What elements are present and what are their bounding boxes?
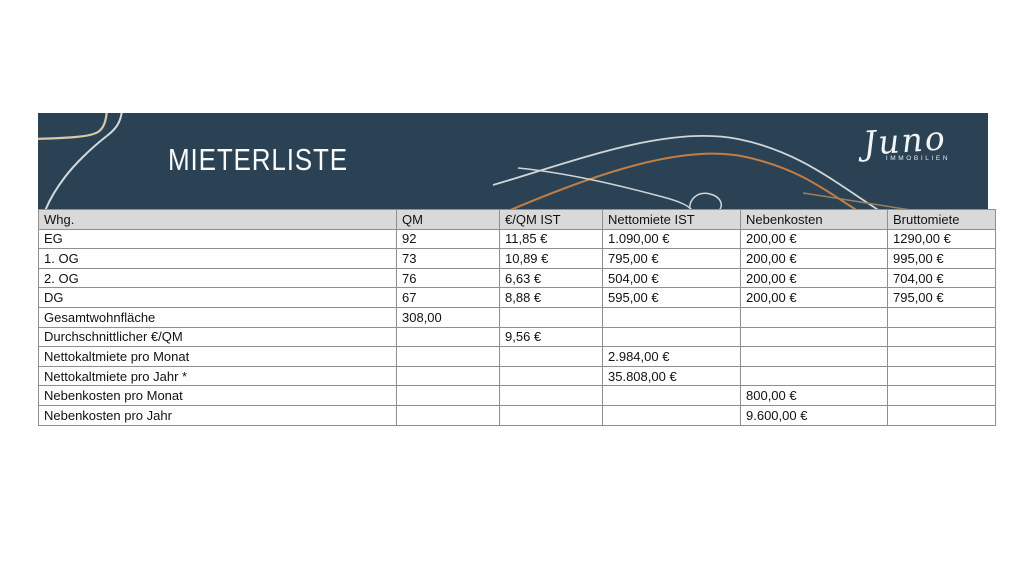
cell-label[interactable]: Nebenkosten pro Jahr (38, 404, 397, 426)
cell-label[interactable]: EG (38, 228, 397, 250)
cell-neben-jahr[interactable]: 9.600,00 € (740, 404, 888, 426)
cell-nettomiete[interactable]: 595,00 € (602, 287, 741, 308)
cell-empty[interactable] (602, 306, 741, 328)
table-row-nebenkosten-monat: Nebenkosten pro Monat 800,00 € (38, 385, 996, 406)
cell-label[interactable]: Nettokaltmiete pro Jahr * (38, 365, 397, 387)
cell-empty[interactable] (499, 306, 603, 328)
brand-logo-subtitle: IMMOBILIEN (885, 155, 951, 163)
cell-eur-qm[interactable]: 10,89 € (499, 248, 603, 269)
cell-bruttomiete[interactable]: 995,00 € (887, 248, 996, 269)
cell-nebenkosten[interactable]: 200,00 € (740, 228, 888, 250)
table-row-durchschnitt-eur-qm: Durchschnittlicher €/QM 9,56 € (38, 326, 996, 348)
cell-eur-qm[interactable]: 6,63 € (499, 267, 603, 289)
cell-nebenkosten[interactable]: 200,00 € (740, 267, 888, 289)
cell-empty[interactable] (396, 326, 500, 348)
cell-neben-monat[interactable]: 800,00 € (740, 385, 888, 406)
cell-empty[interactable] (602, 385, 741, 406)
cell-empty[interactable] (740, 306, 888, 328)
table-row-eg: EG 92 11,85 € 1.090,00 € 200,00 € 1290,0… (38, 228, 996, 250)
cell-empty[interactable] (887, 385, 996, 406)
cell-empty[interactable] (499, 365, 603, 387)
table-row-2og: 2. OG 76 6,63 € 504,00 € 200,00 € 704,00… (38, 267, 996, 289)
cell-empty[interactable] (396, 404, 500, 426)
cell-bruttomiete[interactable]: 704,00 € (887, 267, 996, 289)
cell-qm[interactable]: 67 (396, 287, 500, 308)
table-row-1og: 1. OG 73 10,89 € 795,00 € 200,00 € 995,0… (38, 248, 996, 269)
cell-netto-monat[interactable]: 2.984,00 € (602, 346, 741, 367)
cell-bruttomiete[interactable]: 1290,00 € (887, 228, 996, 250)
col-header-bruttomiete[interactable]: Bruttomiete (887, 209, 996, 230)
col-header-nettomiete-ist[interactable]: Nettomiete IST (602, 209, 741, 230)
table-row-gesamtwohnflaeche: Gesamtwohnfläche 308,00 (38, 306, 996, 328)
col-header-qm[interactable]: QM (396, 209, 500, 230)
cell-label[interactable]: 1. OG (38, 248, 397, 269)
cell-bruttomiete[interactable]: 795,00 € (887, 287, 996, 308)
cell-qm[interactable]: 73 (396, 248, 500, 269)
cell-empty[interactable] (740, 365, 888, 387)
brand-logo: Juno IMMOBILIEN (830, 118, 980, 163)
header-banner: MIETERLISTE Juno IMMOBILIEN (38, 113, 988, 209)
col-header-nebenkosten[interactable]: Nebenkosten (740, 209, 888, 230)
cell-empty[interactable] (396, 365, 500, 387)
mieterliste-table: Whg. QM €/QM IST Nettomiete IST Nebenkos… (38, 209, 996, 426)
cell-qm[interactable]: 92 (396, 228, 500, 250)
table-row-nebenkosten-jahr: Nebenkosten pro Jahr 9.600,00 € (38, 404, 996, 426)
cell-label[interactable]: Nebenkosten pro Monat (38, 385, 397, 406)
cell-empty[interactable] (887, 404, 996, 426)
table-row-dg: DG 67 8,88 € 595,00 € 200,00 € 795,00 € (38, 287, 996, 308)
cell-nebenkosten[interactable]: 200,00 € (740, 248, 888, 269)
cell-empty[interactable] (602, 326, 741, 348)
cell-label[interactable]: 2. OG (38, 267, 397, 289)
cell-empty[interactable] (887, 306, 996, 328)
col-header-eur-qm-ist[interactable]: €/QM IST (499, 209, 603, 230)
cell-nettomiete[interactable]: 795,00 € (602, 248, 741, 269)
cell-empty[interactable] (396, 385, 500, 406)
cell-empty[interactable] (887, 365, 996, 387)
cell-empty[interactable] (499, 346, 603, 367)
cell-label[interactable]: Gesamtwohnfläche (38, 306, 397, 328)
cell-empty[interactable] (499, 404, 603, 426)
cell-qm[interactable]: 76 (396, 267, 500, 289)
cell-label[interactable]: DG (38, 287, 397, 308)
table-header-row: Whg. QM €/QM IST Nettomiete IST Nebenkos… (38, 209, 996, 230)
brand-logo-text: Juno (861, 118, 949, 163)
table-row-nettokaltmiete-monat: Nettokaltmiete pro Monat 2.984,00 € (38, 346, 996, 367)
cell-empty[interactable] (499, 385, 603, 406)
cell-empty[interactable] (396, 346, 500, 367)
cell-label[interactable]: Durchschnittlicher €/QM (38, 326, 397, 348)
decorative-contour-lines (38, 113, 910, 209)
cell-qm-total[interactable]: 308,00 (396, 306, 500, 328)
table-row-nettokaltmiete-jahr: Nettokaltmiete pro Jahr * 35.808,00 € (38, 365, 996, 387)
cell-empty[interactable] (740, 346, 888, 367)
cell-eur-qm-avg[interactable]: 9,56 € (499, 326, 603, 348)
cell-eur-qm[interactable]: 8,88 € (499, 287, 603, 308)
cell-eur-qm[interactable]: 11,85 € (499, 228, 603, 250)
page-title: MIETERLISTE (168, 142, 348, 177)
cell-empty[interactable] (887, 326, 996, 348)
cell-nettomiete[interactable]: 1.090,00 € (602, 228, 741, 250)
cell-netto-jahr[interactable]: 35.808,00 € (602, 365, 741, 387)
cell-empty[interactable] (740, 326, 888, 348)
col-header-whg[interactable]: Whg. (38, 209, 397, 230)
cell-empty[interactable] (887, 346, 996, 367)
cell-nettomiete[interactable]: 504,00 € (602, 267, 741, 289)
cell-label[interactable]: Nettokaltmiete pro Monat (38, 346, 397, 367)
cell-empty[interactable] (602, 404, 741, 426)
cell-nebenkosten[interactable]: 200,00 € (740, 287, 888, 308)
